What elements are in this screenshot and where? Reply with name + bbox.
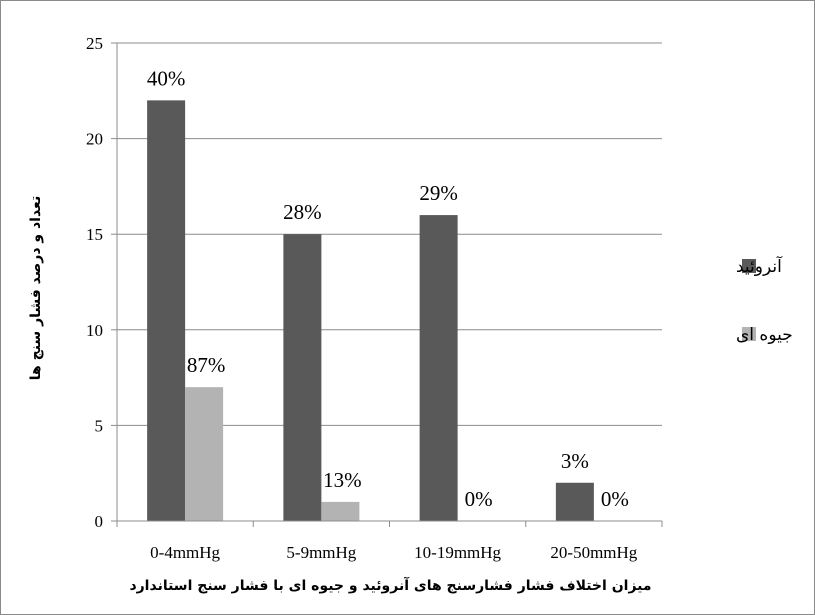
- tick-labels: 0 5 10 15 20 25 0-4mmHg 5-9mmHg 10-19mmHg 20-50mm…: [86, 34, 638, 562]
- y-tick-label: 25: [86, 34, 103, 53]
- x-tick-label: 5-9mmHg: [286, 543, 356, 562]
- legend-swatch: [742, 259, 756, 273]
- y-tick-label: 10: [86, 321, 103, 340]
- y-tick-label: 5: [95, 416, 104, 435]
- data-label: 29%: [419, 181, 458, 205]
- bar: [321, 501, 360, 521]
- data-label: 3%: [561, 449, 589, 473]
- bar: [147, 100, 186, 522]
- data-label: 13%: [323, 468, 362, 492]
- data-label: 87%: [187, 353, 226, 377]
- y-tick-label: 20: [86, 130, 103, 149]
- data-labels: 40% 87% 28% 13% 29% 0% 3% 0%: [147, 66, 629, 511]
- y-tick-label: 15: [86, 225, 103, 244]
- data-label: 28%: [283, 200, 322, 224]
- x-tick-label: 10-19mmHg: [414, 543, 501, 562]
- bars: [147, 100, 594, 522]
- axes: [116, 43, 663, 527]
- y-axis-title: تعداد و درصد فشار سنج ها: [28, 196, 44, 380]
- bar: [419, 215, 458, 521]
- legend: آنروئید جیوه ای: [736, 255, 793, 345]
- legend-label: آنروئید: [736, 255, 783, 277]
- y-tick-label: 0: [95, 512, 104, 531]
- x-tick-label: 0-4mmHg: [150, 543, 220, 562]
- bar: [283, 234, 322, 521]
- bar: [555, 482, 594, 521]
- data-label: 40%: [147, 66, 186, 90]
- legend-label: جیوه ای: [736, 325, 793, 345]
- data-label: 0%: [601, 487, 629, 511]
- data-label: 0%: [465, 487, 493, 511]
- x-tick-label: 20-50mmHg: [550, 543, 637, 562]
- bar: [185, 387, 224, 521]
- x-axis-title: میزان اختلاف فشار فشارسنج های آنروئید و …: [129, 576, 651, 594]
- legend-swatch: [742, 327, 756, 341]
